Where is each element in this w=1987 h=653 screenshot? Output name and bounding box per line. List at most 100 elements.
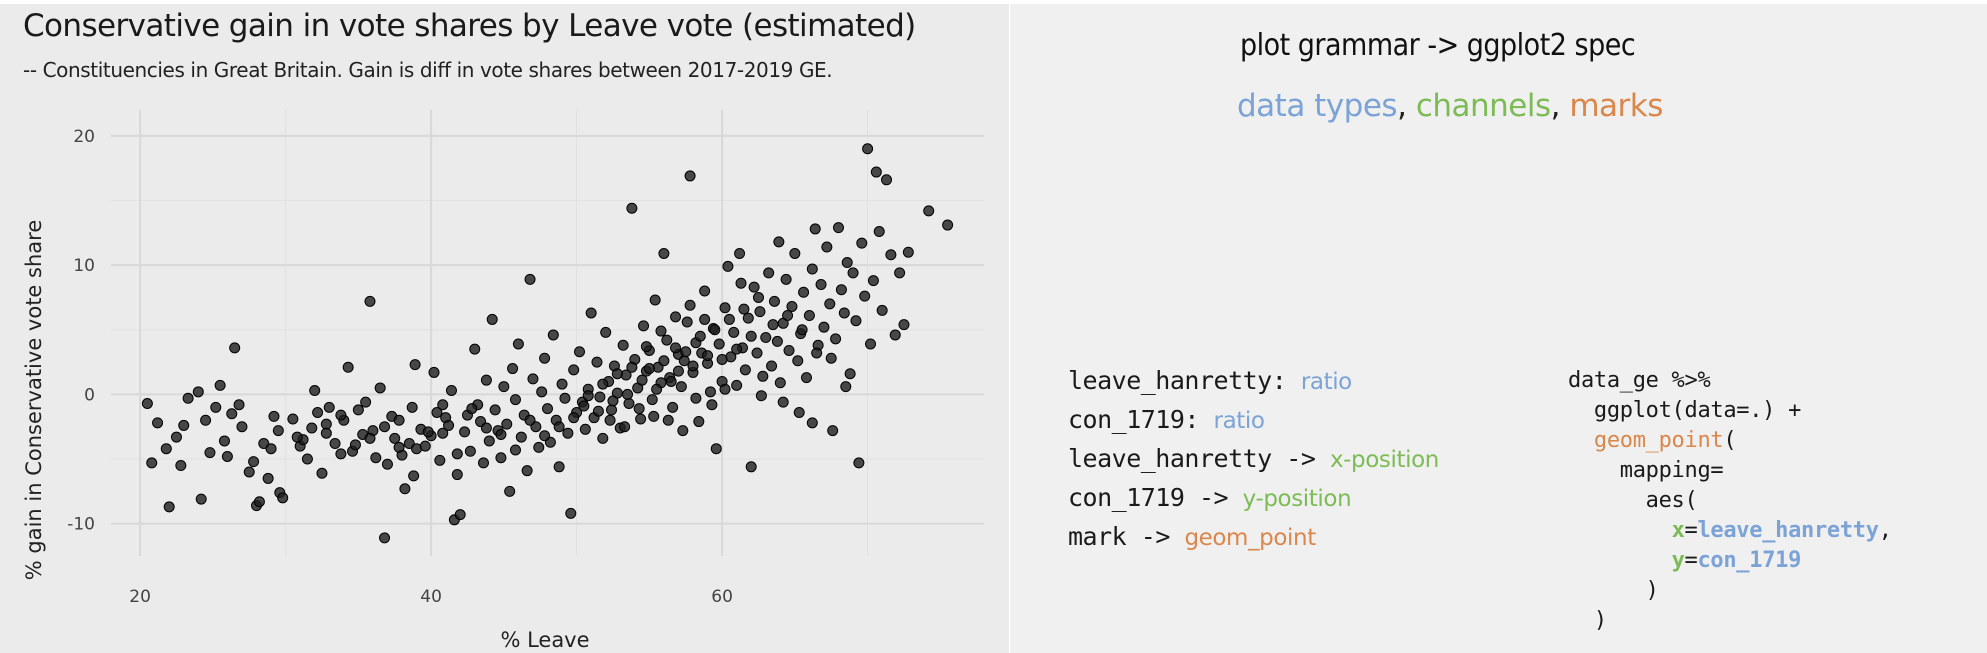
- data-point: [536, 386, 548, 398]
- data-point: [248, 456, 260, 468]
- data-point: [253, 496, 265, 508]
- data-point: [483, 435, 495, 447]
- data-point: [495, 452, 507, 464]
- data-point: [437, 427, 449, 439]
- code-geom: geom_point: [1593, 428, 1724, 453]
- encoding-row: mark -> geom_point: [1068, 518, 1439, 557]
- data-point: [182, 392, 194, 404]
- code-close: ): [1645, 578, 1659, 603]
- data-point: [422, 426, 434, 438]
- data-point: [464, 445, 476, 457]
- code-line: ggplot(data=.) +: [1593, 398, 1802, 423]
- data-point: [847, 267, 859, 279]
- data-point: [859, 290, 871, 302]
- data-point: [623, 397, 635, 409]
- data-point: [320, 418, 332, 430]
- data-point: [768, 295, 780, 307]
- data-point: [562, 427, 574, 439]
- data-point: [840, 381, 852, 393]
- code-x-key: x: [1671, 518, 1685, 543]
- data-point: [287, 413, 299, 425]
- data-point: [451, 448, 463, 460]
- data-point: [389, 432, 401, 444]
- data-point: [559, 392, 571, 404]
- data-point: [821, 241, 833, 253]
- data-point: [578, 400, 590, 412]
- data-point: [445, 385, 457, 397]
- arrow: ->: [1126, 522, 1185, 551]
- data-point: [323, 401, 335, 413]
- data-point: [524, 414, 536, 426]
- data-point: [214, 379, 226, 391]
- data-point: [713, 338, 725, 350]
- data-point: [592, 405, 604, 417]
- data-point: [792, 355, 804, 367]
- data-point: [509, 394, 521, 406]
- data-point: [723, 313, 735, 325]
- data-point: [568, 412, 580, 424]
- data-point: [777, 396, 789, 408]
- data-point: [316, 467, 328, 479]
- data-point: [170, 431, 182, 443]
- data-point: [766, 360, 778, 372]
- data-point: [204, 447, 216, 459]
- data-point: [841, 257, 853, 269]
- variable-name: con_1719: [1068, 405, 1185, 434]
- data-point: [767, 319, 779, 331]
- code-eq: =: [1684, 548, 1698, 573]
- data-point: [803, 310, 815, 322]
- data-point: [677, 425, 689, 437]
- data-point: [594, 391, 606, 403]
- data-point: [699, 285, 711, 297]
- arrow: ->: [1271, 444, 1330, 473]
- code-line: aes(: [1645, 488, 1698, 513]
- data-point: [574, 346, 586, 358]
- data-point: [774, 377, 786, 389]
- data-point: [722, 260, 734, 272]
- data-point: [617, 339, 629, 351]
- data-point: [226, 408, 238, 420]
- data-point: [735, 277, 747, 289]
- data-point: [408, 470, 420, 482]
- data-point: [539, 430, 551, 442]
- data-point: [894, 267, 906, 279]
- encoding-value: y-position: [1242, 486, 1352, 512]
- data-point: [648, 410, 660, 422]
- data-point: [942, 219, 954, 231]
- data-point: [272, 425, 284, 437]
- data-point: [670, 342, 682, 354]
- encoding-list: leave_hanretty: ratio con_1719: ratio le…: [1068, 362, 1439, 557]
- data-point: [611, 368, 623, 380]
- arrow: :: [1271, 366, 1301, 395]
- grid-lines: [111, 110, 984, 556]
- data-point: [786, 300, 798, 312]
- data-point: [818, 321, 830, 333]
- data-point: [699, 313, 711, 325]
- data-point: [329, 438, 341, 450]
- data-point: [881, 174, 893, 186]
- data-point: [374, 382, 386, 394]
- data-point: [739, 364, 751, 376]
- y-tick-label: 10: [73, 256, 95, 276]
- data-point: [606, 404, 618, 416]
- code-comma: ,: [1878, 518, 1892, 543]
- data-point: [539, 352, 551, 364]
- data-point: [898, 319, 910, 331]
- data-point: [141, 397, 153, 409]
- x-axis-label: % Leave: [500, 628, 589, 652]
- data-types-label: data types: [1237, 88, 1398, 124]
- data-point: [431, 407, 443, 419]
- data-point: [178, 419, 190, 431]
- data-point: [731, 379, 743, 391]
- data-point: [312, 407, 324, 419]
- code-paren: (: [1723, 428, 1737, 453]
- data-point: [658, 247, 670, 259]
- data-point: [626, 202, 638, 214]
- data-point: [556, 378, 568, 390]
- data-point: [745, 330, 757, 342]
- data-point: [643, 363, 655, 375]
- data-point: [661, 334, 673, 346]
- data-point: [515, 431, 527, 443]
- data-point: [833, 222, 844, 234]
- data-point: [684, 299, 696, 311]
